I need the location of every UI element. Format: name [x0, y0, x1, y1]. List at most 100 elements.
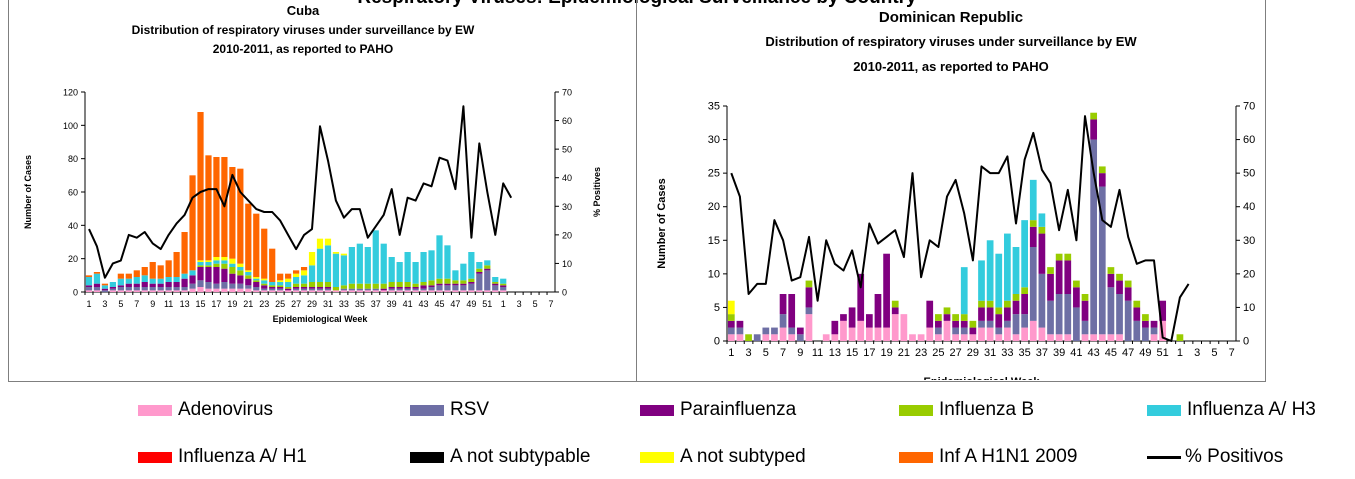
bar-segment [420, 282, 427, 286]
dominican-republic-chart: Dominican Republic Distribution of respir… [656, 9, 1255, 380]
bar-segment [444, 285, 451, 291]
bar-segment [857, 320, 865, 341]
bar-segment [277, 285, 284, 287]
x-axis-label: Epidemiological Week [924, 376, 1041, 380]
legend-label: Influenza B [939, 399, 1035, 420]
bar-segment [978, 300, 985, 308]
bar-segment [404, 282, 411, 287]
bar-segment [205, 262, 212, 266]
bar-segment [149, 278, 156, 284]
x-tick-label: 51 [482, 299, 492, 309]
bar-segment [934, 327, 942, 335]
bar-segment [213, 257, 220, 261]
bar-segment [960, 334, 968, 341]
bar-segment [237, 267, 244, 271]
bar-segment [197, 287, 204, 292]
y2-axis-label: % Positives [592, 167, 602, 217]
bar-segment [500, 290, 507, 292]
bar-segment [165, 290, 172, 292]
bar-segment [1107, 267, 1115, 274]
bar-segment [308, 252, 316, 266]
bar-segment [109, 287, 116, 289]
bar-segment [1012, 314, 1020, 335]
bar-segment [332, 253, 340, 287]
bar-segment [1029, 320, 1037, 341]
x-tick-label: 21 [898, 347, 910, 359]
bar-segment [500, 285, 507, 287]
bar-segment [960, 327, 968, 335]
bar-segment [165, 282, 172, 287]
bar-segment [952, 314, 959, 321]
bar-segment [356, 243, 363, 284]
bar-segment [141, 282, 148, 287]
bar-segment [348, 290, 355, 292]
bar-segment [364, 247, 371, 284]
legend-item: Influenza B [899, 398, 1034, 422]
bar-segment [736, 334, 744, 341]
bar-segment [197, 280, 204, 287]
bar-segment [436, 283, 443, 286]
bar-segment [917, 334, 925, 341]
bar-segment [978, 307, 985, 321]
bar-segment [316, 287, 324, 289]
bar-segment [874, 294, 882, 328]
bar-segment [1098, 166, 1106, 174]
bar-segment [476, 273, 483, 291]
bar-segment [157, 290, 164, 292]
legend-item: % Positivos [1147, 445, 1283, 469]
bar-segment [960, 267, 968, 315]
legend-item: Inf A H1N1 2009 [899, 445, 1077, 469]
bar-segment [388, 290, 395, 292]
bar-segment [181, 287, 188, 291]
y-tick-label: 15 [708, 235, 720, 247]
bar-segment [181, 232, 188, 274]
x-tick-label: 31 [323, 299, 333, 309]
bar-segment [157, 278, 164, 284]
bar-segment [500, 287, 507, 291]
bar-segment [173, 282, 180, 287]
bar-segment [883, 253, 890, 328]
legend-swatch [640, 451, 674, 463]
bar-segment [205, 267, 212, 282]
bar-segment [805, 314, 813, 341]
bar-segment [245, 272, 252, 276]
chart-subtitle-2: 2010-2011, as reported to PAHO [853, 59, 1049, 74]
bar-segment [101, 290, 109, 292]
bar-segment [181, 278, 188, 287]
bar-segment [396, 290, 403, 292]
bar-segment [1021, 294, 1029, 315]
bar-segment [292, 273, 300, 277]
bar-segment [93, 287, 101, 291]
y2-tick-label: 50 [1243, 168, 1255, 180]
bar-segment [891, 307, 899, 315]
bar-segment [428, 290, 435, 292]
bar-segment [285, 273, 292, 279]
bar-segment [125, 287, 132, 291]
bar-segment [1064, 334, 1072, 341]
bar-segment [1176, 334, 1184, 341]
bar-segment [197, 267, 204, 281]
bar-segment [1090, 334, 1098, 341]
x-tick-label: 33 [339, 299, 349, 309]
bar-segment [428, 280, 435, 286]
y2-tick-label: 0 [562, 288, 567, 298]
y2-tick-label: 50 [562, 145, 572, 155]
bar-segment [292, 283, 300, 287]
x-tick-label: 7 [549, 299, 554, 309]
bar-segment [1004, 327, 1011, 341]
legend-item: A not subtyped [640, 445, 806, 469]
bar-segment [460, 290, 467, 292]
x-tick-label: 13 [829, 347, 841, 359]
bar-segment [468, 290, 475, 292]
bar-segment [1150, 327, 1158, 335]
legend-swatch [410, 404, 444, 416]
x-tick-label: 5 [118, 299, 123, 309]
bar-segment [237, 168, 244, 264]
bar-segment [1064, 294, 1072, 335]
chart-subtitle-2: 2010-2011, as reported to PAHO [213, 42, 394, 56]
bar-segment [253, 282, 260, 287]
y-axis-label: Number of Cases [23, 155, 33, 229]
bar-segment [165, 260, 172, 277]
bar-segment [745, 334, 752, 341]
bar-segment [316, 248, 324, 282]
